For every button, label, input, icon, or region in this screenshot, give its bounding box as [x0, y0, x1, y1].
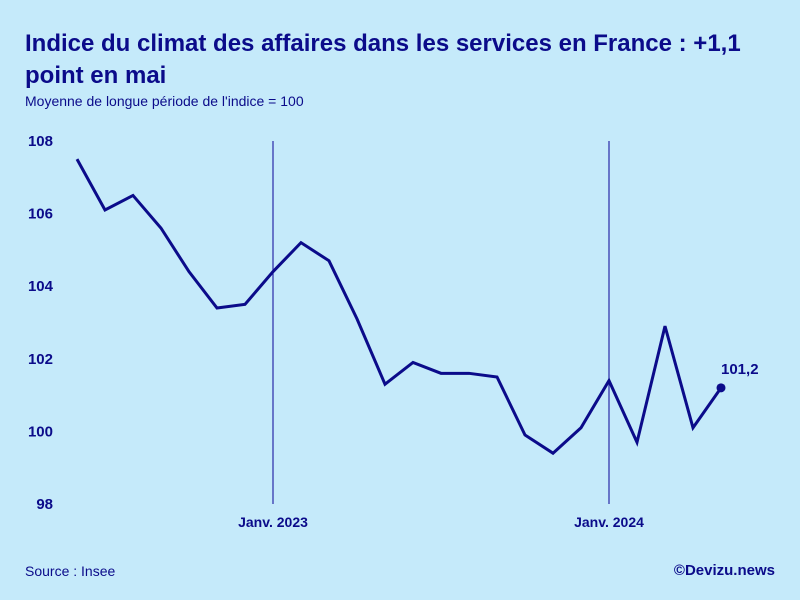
- y-tick-label: 98: [36, 496, 53, 513]
- source-note: Source : Insee: [25, 563, 116, 579]
- y-tick-label: 100: [28, 423, 53, 440]
- last-value-label: 101,2: [721, 361, 759, 378]
- x-tick-label: Janv. 2024: [574, 514, 644, 530]
- y-tick-label: 102: [28, 351, 53, 368]
- y-tick-label: 104: [28, 278, 54, 295]
- series-line: [75, 158, 723, 456]
- y-tick-label: 106: [28, 206, 53, 223]
- x-tick-label: Janv. 2023: [238, 514, 308, 530]
- last-data-point: [716, 383, 726, 393]
- chart-subtitle: Moyenne de longue période de l'indice = …: [25, 93, 304, 109]
- y-tick-label: 108: [28, 133, 53, 150]
- credit-logo: ©Devizu.news: [673, 562, 775, 579]
- chart-title: Indice du climat des affaires dans les s…: [25, 30, 741, 89]
